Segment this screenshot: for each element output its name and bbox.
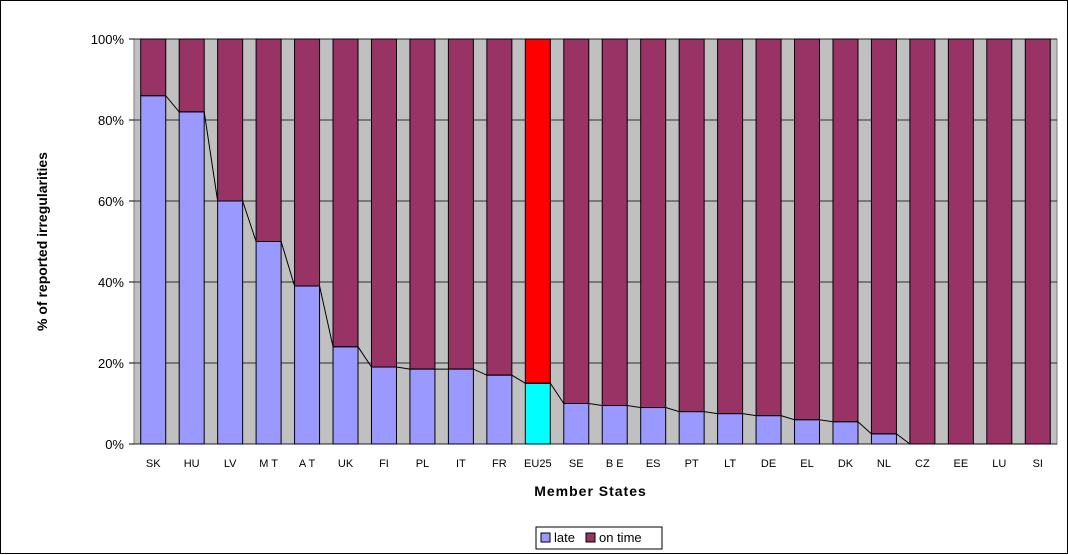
x-tick-label: EU25 [524,458,552,470]
bar-late-pt [678,411,705,445]
bar-on-time-be [601,38,628,407]
bar-on-time-cz [909,38,936,445]
y-tick-label: 20% [98,356,124,371]
plot-area [133,38,1058,445]
x-tick-label: A T [299,458,316,470]
x-tick-label: SI [1033,458,1043,470]
bar-late-fr [486,374,513,445]
y-axis-title: % of reported irregularities [34,152,50,331]
x-tick-label: UK [338,458,354,470]
bar-on-time-de [755,38,782,417]
x-tick-label: PL [416,458,429,470]
bar-on-time-it [447,38,474,370]
x-tick-label: NL [877,458,891,470]
bar-on-time-es [640,38,667,409]
bar-on-time-dk [832,38,859,423]
x-tick-label: PT [685,458,699,470]
y-tick-label: 60% [98,194,124,209]
bars [140,38,1051,445]
bar-late-lv [217,200,244,445]
x-tick-label: EL [800,458,813,470]
bar-late-mt [255,241,282,445]
x-tick-label: B E [606,458,624,470]
legend-label-late: late [554,530,575,545]
x-tick-label: SE [569,458,584,470]
bar-late-hu [178,111,205,445]
x-tick-label: FI [379,458,389,470]
x-tick-label: CZ [915,458,930,470]
x-tick-labels: SK HU LV M T A T UK FI PL IT FR EU25 SE B E ES PT LT DE E… [146,458,1043,470]
x-tick-label: HU [184,458,200,470]
bar-on-time-pl [409,38,436,370]
x-tick-label: LU [992,458,1006,470]
x-tick-label: FR [492,458,507,470]
bar-late-it [447,368,474,445]
bar-on-time-se [563,38,590,404]
bar-late-fi [370,366,397,445]
x-tick-label: IT [456,458,466,470]
bar-on-time-pt [678,38,705,413]
legend-box [535,526,663,550]
bar-on-time-at [294,38,321,287]
y-tick-label: 100% [91,32,125,47]
bar-late-sk [140,95,167,445]
bar-late-at [294,285,321,445]
bar-on-time-eu25 [524,38,551,384]
x-tick-label: ES [646,458,661,470]
bar-late-uk [332,346,359,445]
x-tick-label: LV [224,458,237,470]
bar-late-es [640,407,667,445]
bar-late-el [794,419,821,445]
bar-on-time-ee [947,38,974,445]
bar-on-time-lu [986,38,1013,445]
gridlines [129,38,1057,445]
y-tick-label: 0% [105,437,124,452]
x-tick-label: EE [954,458,969,470]
legend-label-on-time: on time [599,530,642,545]
bar-late-dk [832,421,859,445]
bar-on-time-fi [370,38,397,368]
bar-on-time-el [794,38,821,421]
x-tick-label: M T [259,458,278,470]
bar-late-lt [717,413,744,445]
bar-on-time-si [1024,38,1051,445]
bar-on-time-fr [486,38,513,376]
y-tick-labels: 0% 20% 40% 60% 80% 100% [91,32,125,452]
late-trend-line [140,95,1051,445]
bar-on-time-hu [178,38,205,113]
x-tick-label: DK [838,458,854,470]
legend-swatch-late [540,532,551,543]
bar-late-se [563,403,590,445]
bar-on-time-nl [870,38,897,435]
bar-late-eu25 [524,382,551,445]
bar-late-be [601,405,628,445]
x-axis-title: Member States [534,483,647,499]
bar-late-nl [870,433,897,445]
legend: late on time [535,526,663,550]
bar-on-time-uk [332,38,359,348]
bar-on-time-lt [717,38,744,415]
y-tick-label: 80% [98,113,124,128]
x-tick-label: LT [724,458,736,470]
y-tick-label: 40% [98,275,124,290]
legend-swatch-on-time [585,532,596,543]
bar-on-time-sk [140,38,167,97]
x-tick-label: SK [146,458,161,470]
bar-on-time-lv [217,38,244,202]
x-tick-label: DE [761,458,776,470]
bar-late-pl [409,368,436,445]
bar-on-time-mt [255,38,282,242]
bar-late-de [755,415,782,445]
